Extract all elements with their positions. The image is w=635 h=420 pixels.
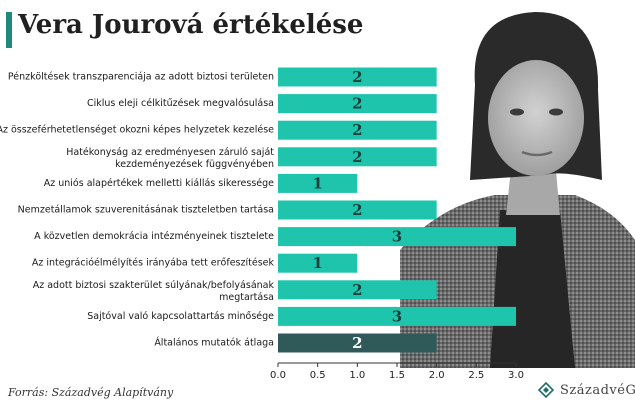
page-title: Vera Jourová értékelése [18, 10, 364, 40]
x-tick-label: 0.0 [270, 370, 286, 381]
x-tick-label: 1.0 [349, 370, 365, 381]
bar [278, 67, 437, 87]
x-tick-label: 3.0 [508, 370, 524, 381]
bar-average [278, 333, 437, 353]
source-note: Forrás: Századvég Alapítvány [8, 386, 174, 399]
bar-value-label: 1 [312, 254, 322, 272]
bar-value-label: 2 [352, 281, 362, 299]
x-tick-label: 2.0 [429, 370, 445, 381]
bar [278, 147, 437, 167]
bar [278, 120, 437, 140]
bar-value-label: 2 [352, 121, 362, 139]
x-tick-label: 1.5 [389, 370, 405, 381]
category-label: A közvetlen demokrácia intézményeinek ti… [34, 231, 274, 242]
x-tick-label: 2.5 [468, 370, 484, 381]
category-label: Általános mutatók átlaga [154, 337, 274, 349]
bar-value-label: 3 [392, 228, 402, 246]
bar-value-label: 3 [392, 307, 402, 325]
bar-value-label: 2 [352, 68, 362, 86]
title-accent-bar [6, 12, 12, 48]
category-label: Az adott biztosi szakterület súlyának/be… [33, 280, 275, 303]
category-label: Sajtóval való kapcsolattartás minősége [87, 311, 274, 322]
bar-value-label: 1 [312, 174, 322, 192]
category-label: Hatékonyság az eredményesen záruló saját… [66, 147, 274, 170]
bar [278, 173, 358, 193]
category-label: Pénzköltések transzparenciája az adott b… [8, 72, 274, 83]
bar-value-label: 2 [352, 334, 362, 352]
category-label: Ciklus eleji célkitűzések megvalósulása [87, 98, 274, 109]
category-label: Az uniós alapértékek melletti kiállás si… [44, 178, 274, 189]
bar [278, 94, 437, 114]
bar-value-label: 2 [352, 95, 362, 113]
bar [278, 280, 437, 300]
brand-logo-icon [538, 382, 554, 398]
bar-value-label: 2 [352, 201, 362, 219]
category-label: Az integrációélmélyítés irányába tett er… [32, 258, 275, 269]
bar [278, 306, 516, 326]
brand: SzázadvéG [538, 382, 635, 398]
bar [278, 200, 437, 220]
brand-name: SzázadvéG [560, 382, 635, 398]
category-label: Nemzetállamok szuverenitásának tisztelet… [18, 205, 274, 216]
bar [278, 253, 358, 273]
bar [278, 227, 516, 247]
category-label: Az összeférhetetlenséget okozni képes he… [0, 125, 274, 136]
x-tick-label: 0.5 [310, 370, 326, 381]
bar-value-label: 2 [352, 148, 362, 166]
